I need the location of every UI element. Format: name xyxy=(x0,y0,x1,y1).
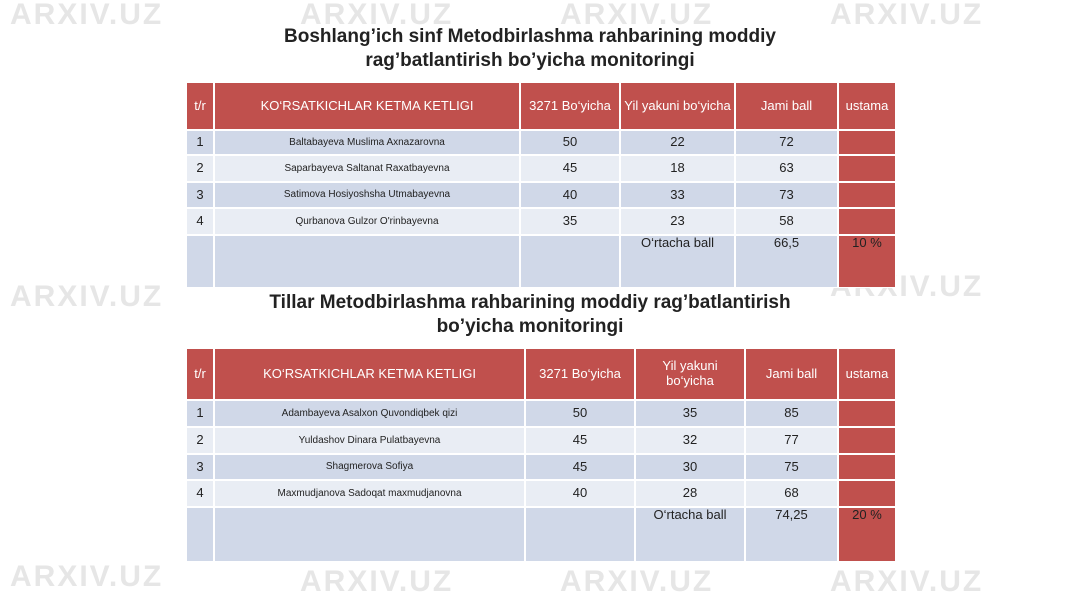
data-cell: 77 xyxy=(745,427,838,454)
footer-average: 66,5 xyxy=(735,235,838,288)
data-cell: 68 xyxy=(745,480,838,507)
watermark: ARXIV.UZ xyxy=(830,0,984,31)
table-title: bo’yicha monitoringi xyxy=(436,316,624,337)
data-cell: 40 xyxy=(520,182,620,208)
watermark: ARXIV.UZ xyxy=(830,565,984,598)
data-cell: 50 xyxy=(525,400,635,427)
data-cell: 63 xyxy=(735,155,838,182)
data-cell: 45 xyxy=(520,155,620,182)
data-cell: 35 xyxy=(520,208,620,235)
ustama-cell xyxy=(838,182,896,208)
table-title: rag’batlantirish bo’yicha monitoringi xyxy=(365,50,695,71)
footer-cell xyxy=(520,235,620,288)
header-cell: ustama xyxy=(838,348,896,400)
data-cell: 1 xyxy=(186,400,214,427)
footer-percent: 20 % xyxy=(838,507,896,562)
footer-average: 74,25 xyxy=(745,507,838,562)
name-cell: Satimova Hosiyoshsha Utmabayevna xyxy=(214,182,520,208)
data-cell: 3 xyxy=(186,182,214,208)
data-cell: 45 xyxy=(525,454,635,480)
header-cell: ustama xyxy=(838,82,896,130)
header-cell: Jami ball xyxy=(745,348,838,400)
name-cell: Adambayeva Asalxon Quvondiqbek qizi xyxy=(214,400,525,427)
data-cell: 33 xyxy=(620,182,735,208)
data-cell: 40 xyxy=(525,480,635,507)
ustama-cell xyxy=(838,130,896,155)
header-cell: 3271 Bo‘yicha xyxy=(520,82,620,130)
data-cell: 58 xyxy=(735,208,838,235)
ustama-cell xyxy=(838,480,896,507)
data-cell: 4 xyxy=(186,208,214,235)
footer-cell xyxy=(214,235,520,288)
data-cell: 4 xyxy=(186,480,214,507)
data-cell: 45 xyxy=(525,427,635,454)
watermark: ARXIV.UZ xyxy=(300,0,454,31)
watermark: ARXIV.UZ xyxy=(560,0,714,31)
name-cell: Maxmudjanova Sadoqat maxmudjanovna xyxy=(214,480,525,507)
footer-label: O‘rtacha ball xyxy=(635,507,745,562)
footer-percent: 10 % xyxy=(838,235,896,288)
data-cell: 35 xyxy=(635,400,745,427)
footer-cell xyxy=(186,507,214,562)
table-title: Boshlang’ich sinf Metodbirlashma rahbari… xyxy=(284,26,776,47)
name-cell: Yuldashov Dinara Pulatbayevna xyxy=(214,427,525,454)
footer-cell xyxy=(186,235,214,288)
footer-cell xyxy=(525,507,635,562)
data-cell: 23 xyxy=(620,208,735,235)
ustama-cell xyxy=(838,155,896,182)
data-cell: 28 xyxy=(635,480,745,507)
ustama-cell xyxy=(838,208,896,235)
ustama-cell xyxy=(838,427,896,454)
data-cell: 1 xyxy=(186,130,214,155)
name-cell: Baltabayeva Muslima Axnazarovna xyxy=(214,130,520,155)
header-cell: Yil yakuni bo‘yicha xyxy=(635,348,745,400)
name-cell: Shagmerova Sofiya xyxy=(214,454,525,480)
header-cell: 3271 Bo‘yicha xyxy=(525,348,635,400)
header-cell: KO‘RSATKICHLAR KETMA KETLIGI xyxy=(214,348,525,400)
data-cell: 32 xyxy=(635,427,745,454)
data-cell: 2 xyxy=(186,155,214,182)
data-cell: 2 xyxy=(186,427,214,454)
data-cell: 18 xyxy=(620,155,735,182)
header-cell: Yil yakuni bo‘yicha xyxy=(620,82,735,130)
header-cell: t/r xyxy=(186,348,214,400)
table-title: Tillar Metodbirlashma rahbarining moddiy… xyxy=(269,292,791,313)
ustama-cell xyxy=(838,400,896,427)
data-cell: 50 xyxy=(520,130,620,155)
watermark: ARXIV.UZ xyxy=(560,565,714,598)
footer-cell xyxy=(214,507,525,562)
data-cell: 72 xyxy=(735,130,838,155)
name-cell: Qurbanova Gulzor O'rinbayevna xyxy=(214,208,520,235)
name-cell: Saparbayeva Saltanat Raxatbayevna xyxy=(214,155,520,182)
header-cell: t/r xyxy=(186,82,214,130)
watermark: ARXIV.UZ xyxy=(300,565,454,598)
watermark: ARXIV.UZ xyxy=(10,280,164,313)
data-cell: 85 xyxy=(745,400,838,427)
header-cell: KO‘RSATKICHLAR KETMA KETLIGI xyxy=(214,82,520,130)
watermark: ARXIV.UZ xyxy=(10,560,164,593)
data-cell: 30 xyxy=(635,454,745,480)
data-cell: 3 xyxy=(186,454,214,480)
footer-label: O‘rtacha ball xyxy=(620,235,735,288)
watermark: ARXIV.UZ xyxy=(10,0,164,31)
header-cell: Jami ball xyxy=(735,82,838,130)
data-cell: 75 xyxy=(745,454,838,480)
ustama-cell xyxy=(838,454,896,480)
data-cell: 22 xyxy=(620,130,735,155)
data-cell: 73 xyxy=(735,182,838,208)
